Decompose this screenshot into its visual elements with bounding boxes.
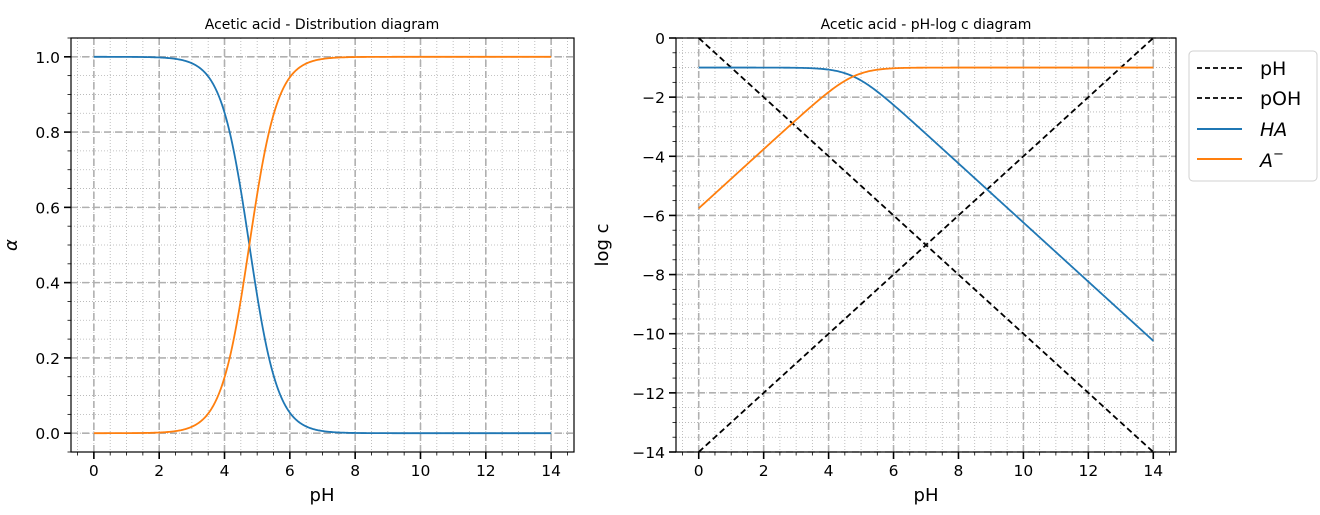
y-tick-label: −14 <box>632 444 665 462</box>
legend-label: pH <box>1260 58 1286 80</box>
y-tick-label: 0.0 <box>35 425 60 443</box>
series-line-ha <box>93 55 552 435</box>
ph-logc-chart: Acetic acid - pH-log c diagram 0 2 4 6 8 10 12… <box>592 17 1318 506</box>
x-tick-label: 0 <box>89 462 99 480</box>
y-tick-label: −8 <box>642 267 665 285</box>
x-tick-label: 14 <box>1143 462 1163 480</box>
chart-title: Acetic acid - pH-log c diagram <box>821 17 1032 33</box>
y-axis-label: α <box>1 239 22 251</box>
legend-item-ph: pH <box>1197 58 1286 80</box>
y-tick-label: −12 <box>632 385 665 403</box>
x-tick-label: 6 <box>285 462 295 480</box>
x-tick-label: 4 <box>220 462 230 480</box>
axis-ticks: 0 2 4 6 8 10 12 14 0 −2 −4 −6 −8 −10 −12 −14 <box>632 30 1170 480</box>
x-tick-label: 14 <box>541 462 561 480</box>
x-axis-label: pH <box>310 485 335 506</box>
y-tick-label: 0.4 <box>35 275 60 293</box>
series-line-ha <box>698 66 1154 342</box>
y-tick-label: 0 <box>655 30 665 48</box>
x-axis-label: pH <box>914 485 939 506</box>
y-axis-label: log c <box>592 223 613 266</box>
x-tick-label: 10 <box>1014 462 1034 480</box>
x-tick-label: 0 <box>694 462 704 480</box>
axis-ticks: 0 2 4 6 8 10 12 14 0.0 0.2 0.4 0.6 0.8 1.0 <box>35 37 568 480</box>
legend-label: HA <box>1260 119 1287 141</box>
x-tick-label: 6 <box>889 462 899 480</box>
x-tick-label: 8 <box>954 462 964 480</box>
x-tick-label: 2 <box>154 462 164 480</box>
plot-lines <box>698 38 1154 452</box>
chart-title: Acetic acid - Distribution diagram <box>205 17 440 33</box>
x-tick-label: 4 <box>824 462 834 480</box>
y-tick-label: 1.0 <box>35 49 60 67</box>
legend-label: pOH <box>1260 88 1301 110</box>
plot-lines <box>93 55 552 435</box>
y-tick-label: 0.2 <box>35 350 60 368</box>
x-tick-label: 12 <box>476 462 496 480</box>
y-tick-label: −2 <box>642 89 665 107</box>
legend-label: A− <box>1258 147 1284 172</box>
y-tick-label: −10 <box>632 326 665 344</box>
distribution-chart: Acetic acid - Distribution diagram 0 2 4 6 8… <box>1 17 575 506</box>
y-tick-label: 0.8 <box>35 124 60 142</box>
series-line-a <box>93 55 552 435</box>
x-tick-label: 10 <box>411 462 431 480</box>
legend-item-poh: pOH <box>1197 88 1301 110</box>
y-tick-label: 0.6 <box>35 199 60 217</box>
grid <box>71 37 574 453</box>
x-tick-label: 12 <box>1078 462 1098 480</box>
legend-item-a-minus: A− <box>1197 147 1284 172</box>
y-tick-label: −6 <box>642 207 665 225</box>
legend: pH pOH HA A− <box>1188 50 1318 182</box>
series-line-poh <box>698 38 1154 452</box>
y-tick-label: −4 <box>642 148 665 166</box>
legend-item-ha: HA <box>1197 119 1287 141</box>
x-tick-label: 8 <box>350 462 360 480</box>
legend-box <box>1188 50 1318 182</box>
grid <box>676 37 1176 453</box>
series-line-a <box>698 66 1154 209</box>
x-tick-label: 2 <box>759 462 769 480</box>
